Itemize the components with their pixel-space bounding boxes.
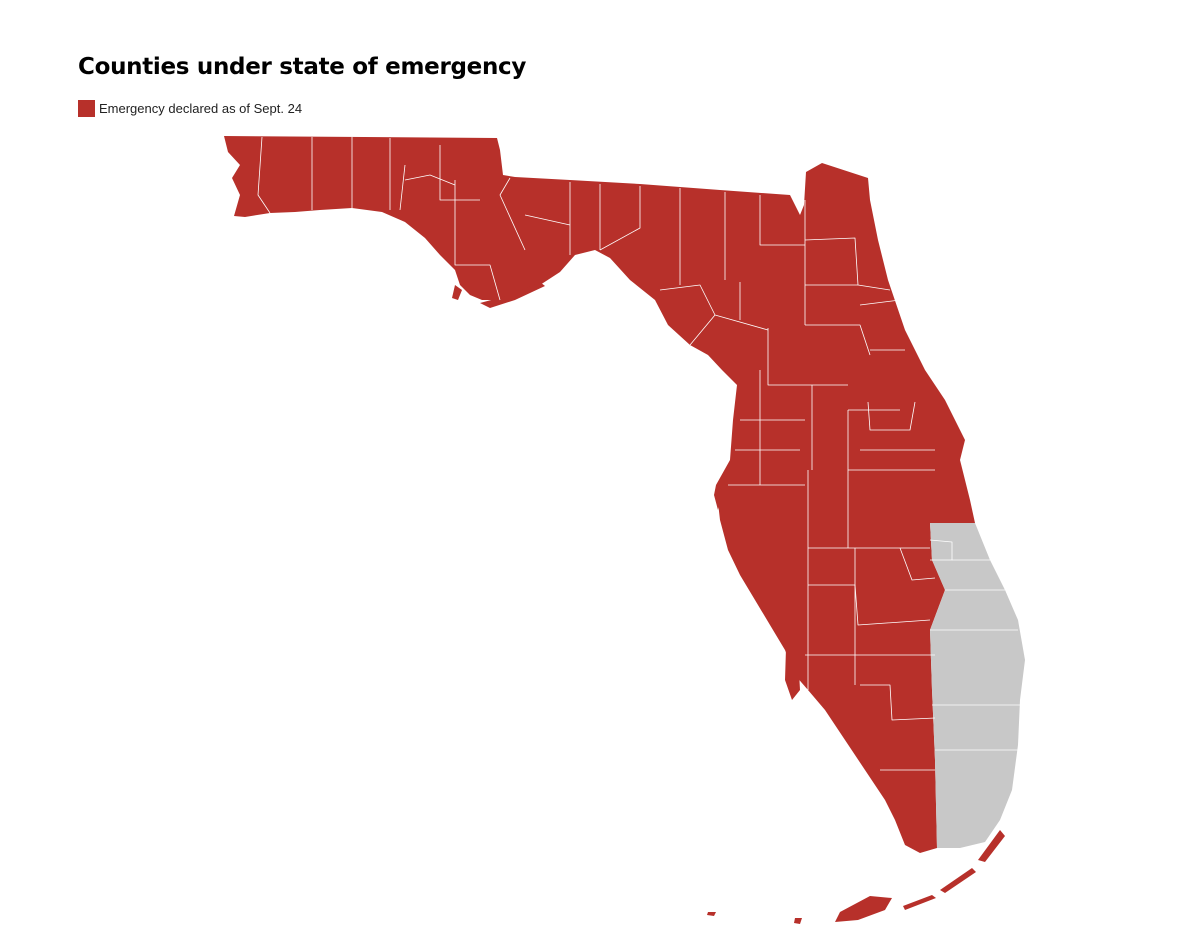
- island-pinellas: [714, 485, 722, 510]
- keys-upper: [978, 830, 1005, 862]
- island-panhandle: [452, 285, 462, 300]
- keys-middle: [940, 868, 976, 893]
- keys-key-west: [835, 896, 892, 922]
- legend-swatch: [78, 100, 95, 117]
- keys-dry-tortugas-1: [794, 918, 802, 924]
- county-boundaries: [257, 136, 1020, 771]
- region-emergency-declared: [224, 136, 975, 853]
- legend-label: Emergency declared as of Sept. 24: [99, 101, 303, 116]
- island-sanibel: [785, 648, 800, 700]
- legend: Emergency declared as of Sept. 24: [78, 100, 302, 117]
- region-not-declared: [930, 523, 1025, 848]
- keys-lower: [903, 895, 936, 910]
- map-title: Counties under state of emergency: [78, 54, 527, 80]
- keys-dry-tortugas-2: [707, 912, 716, 916]
- island-st-george: [480, 282, 545, 308]
